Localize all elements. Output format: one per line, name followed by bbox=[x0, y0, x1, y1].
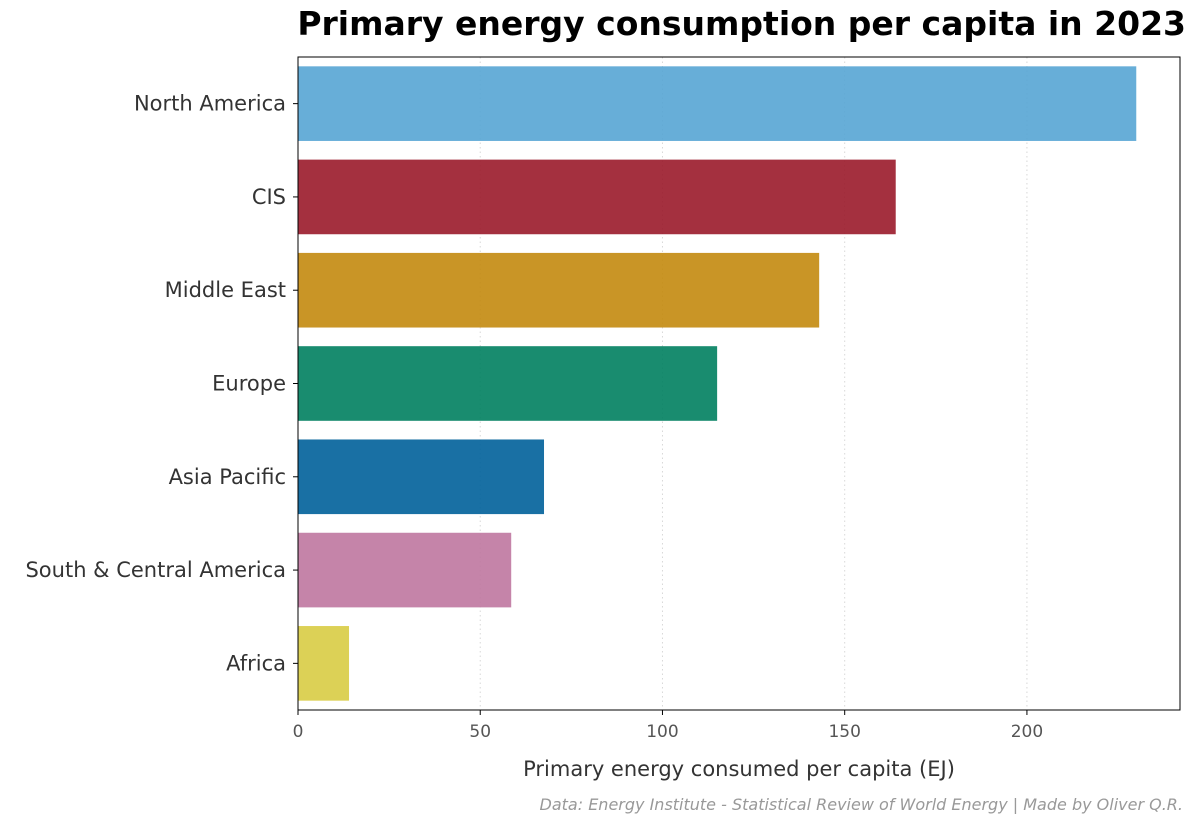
source-note: Data: Energy Institute - Statistical Rev… bbox=[539, 795, 1183, 814]
x-axis-ticks: 0 50 100 150 200 bbox=[293, 710, 1043, 742]
category-label: Middle East bbox=[165, 278, 286, 302]
bars bbox=[298, 66, 1137, 701]
bar bbox=[298, 626, 350, 701]
bar bbox=[298, 439, 545, 515]
category-label: Asia Pacific bbox=[169, 465, 286, 489]
category-label: Africa bbox=[226, 651, 286, 675]
bar bbox=[298, 346, 718, 421]
x-tick-label: 100 bbox=[646, 722, 678, 742]
chart-title: Primary energy consumption per capita in… bbox=[297, 4, 1186, 43]
x-tick-label: 0 bbox=[293, 722, 304, 742]
bar bbox=[298, 252, 820, 328]
category-labels: North America CIS Middle East Europe Asia Pa… bbox=[25, 92, 298, 675]
category-label: Europe bbox=[212, 372, 286, 396]
bar bbox=[298, 532, 512, 608]
bar bbox=[298, 66, 1137, 141]
x-tick-label: 200 bbox=[1011, 722, 1043, 742]
bar bbox=[298, 159, 896, 235]
category-label: North America bbox=[134, 92, 286, 116]
category-label: CIS bbox=[252, 185, 286, 209]
x-tick-label: 150 bbox=[828, 722, 860, 742]
x-axis-label: Primary energy consumed per capita (EJ) bbox=[523, 757, 955, 781]
x-tick-label: 50 bbox=[469, 722, 491, 742]
category-label: South & Central America bbox=[25, 558, 286, 582]
